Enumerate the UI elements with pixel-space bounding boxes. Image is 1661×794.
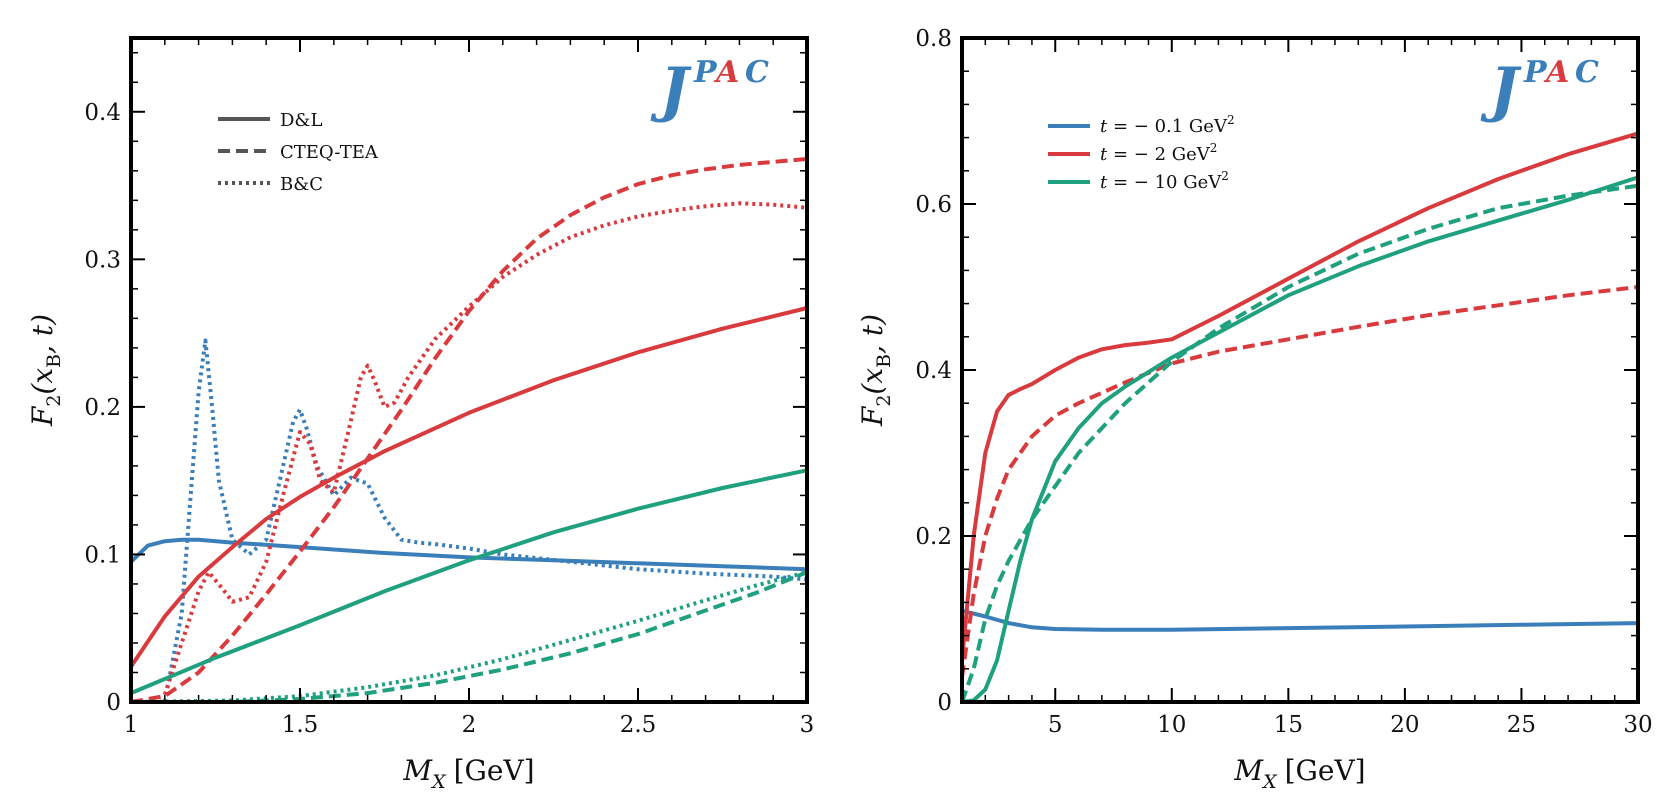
x-tick-label: 1.5 — [282, 712, 319, 738]
legend-label-t10: t = − 10 GeV2 — [1100, 169, 1229, 193]
legend-label-cteq: CTEQ-TEA — [280, 142, 379, 163]
y-tick-label: 0.1 — [84, 542, 121, 568]
legend-label-t2-var: t — [1100, 144, 1108, 165]
right-y-axis-args-close: , t) — [856, 314, 889, 354]
series-red-dashed — [960, 285, 1639, 678]
left-plot-frame — [129, 36, 809, 704]
x-tick-label: 25 — [1507, 712, 1536, 738]
left-y-axis-main: F — [26, 405, 59, 427]
series-blue-solid — [961, 608, 1639, 632]
legend-label-t01: t = − 0.1 GeV2 — [1100, 113, 1235, 137]
y-tick-label: 0.6 — [915, 192, 952, 218]
right-y-axis-args-open: (x — [856, 368, 889, 395]
left-x-axis-sub: X — [430, 771, 447, 793]
left-logo-a: A — [713, 55, 739, 90]
left-series-layer — [129, 157, 808, 704]
series-red-dotted — [162, 201, 808, 696]
right-series-layer — [960, 131, 1639, 704]
legend-label-t10-var: t — [1100, 172, 1108, 193]
right-x-axis-main: M — [1233, 754, 1264, 787]
y-tick-label: 0.2 — [915, 524, 952, 550]
legend-label-t2-sup: 2 — [1210, 141, 1218, 155]
left-y-axis-args-sub: B — [43, 354, 65, 368]
series-green-dotted — [130, 570, 808, 704]
legend-label-dl: D&L — [280, 110, 322, 131]
y-tick-label: 0.8 — [915, 26, 952, 52]
left-x-axis-main: M — [402, 754, 433, 787]
right-logo-c: C — [1575, 55, 1599, 90]
legend-label-t10-sup: 2 — [1221, 169, 1229, 183]
right-y-axis-title: F2(xB, t) — [856, 314, 895, 427]
y-tick-label: 0 — [937, 690, 952, 716]
left-jpac-logo: J P A C — [650, 55, 769, 125]
right-y-axis-main: F — [856, 405, 889, 427]
right-x-axis-unit: [GeV] — [1285, 754, 1366, 787]
y-tick-label: 0.4 — [84, 100, 121, 126]
right-panel: 5 10 15 20 25 30 0 0.2 0.4 0.6 0.8 J P A C t = − 0… — [856, 26, 1653, 793]
series-green-dashed — [131, 570, 808, 704]
x-tick-label: 3 — [800, 712, 815, 738]
series-green-solid — [130, 468, 808, 695]
left-tick-layer: 1 1.5 2 2.5 3 0 0.1 0.2 0.3 0.4 — [84, 38, 814, 738]
y-tick-label: 0 — [106, 690, 121, 716]
left-y-axis-sub: 2 — [43, 395, 65, 407]
legend-label-t01-var: t — [1100, 116, 1108, 137]
y-tick-label: 0.2 — [84, 395, 121, 421]
right-x-axis-title: MX [GeV] — [1233, 754, 1365, 793]
right-logo-a: A — [1543, 55, 1569, 90]
right-logo-j: J — [1480, 55, 1522, 125]
right-y-axis-sub: 2 — [873, 395, 895, 407]
right-y-axis-args-sub: B — [873, 354, 895, 368]
y-tick-label: 0.3 — [84, 247, 121, 273]
left-y-axis-args-close: , t) — [26, 314, 59, 354]
left-y-axis-args-open: (x — [26, 368, 59, 395]
series-red-solid — [960, 131, 1639, 661]
series-green-dashed — [960, 183, 1639, 703]
right-plot-frame — [960, 36, 1640, 704]
series-green-solid — [961, 175, 1639, 704]
left-panel: 1 1.5 2 2.5 3 0 0.1 0.2 0.3 0.4 J P A C D&L CTEQ-… — [26, 36, 814, 793]
left-y-axis-title: F2(xB, t) — [26, 314, 65, 427]
legend-label-bc: B&C — [280, 174, 323, 195]
series-red-solid — [129, 306, 808, 668]
legend-label-t2-eq: = − 2 GeV — [1107, 144, 1211, 165]
left-logo-j: J — [650, 55, 692, 125]
x-tick-label: 5 — [1048, 712, 1063, 738]
x-tick-label: 20 — [1390, 712, 1419, 738]
right-legend: t = − 0.1 GeV2 t = − 2 GeV2 t = − 10 GeV… — [1048, 113, 1235, 193]
y-tick-label: 0.4 — [915, 358, 952, 384]
left-logo-c: C — [745, 55, 769, 90]
right-x-axis-sub: X — [1261, 771, 1278, 793]
right-logo-p: P — [1523, 55, 1548, 90]
legend-label-t10-eq: = − 10 GeV — [1107, 172, 1222, 193]
series-red-dashed — [130, 157, 808, 704]
legend-label-t2: t = − 2 GeV2 — [1100, 141, 1217, 165]
left-logo-p: P — [693, 55, 718, 90]
x-tick-label: 2.5 — [620, 712, 657, 738]
legend-label-t01-sup: 2 — [1227, 113, 1235, 127]
series-blue-solid — [129, 537, 808, 572]
x-tick-label: 1 — [124, 712, 139, 738]
series-blue-dotted — [162, 338, 808, 703]
x-tick-label: 10 — [1157, 712, 1186, 738]
left-legend: D&L CTEQ-TEA B&C — [218, 110, 379, 195]
left-x-axis-unit: [GeV] — [454, 754, 535, 787]
legend-label-t01-eq: = − 0.1 GeV — [1107, 116, 1228, 137]
left-x-axis-title: MX [GeV] — [402, 754, 534, 793]
right-jpac-logo: J P A C — [1480, 55, 1599, 125]
x-tick-label: 30 — [1623, 712, 1652, 738]
x-tick-label: 15 — [1274, 712, 1303, 738]
x-tick-label: 2 — [462, 712, 477, 738]
right-tick-layer: 5 10 15 20 25 30 0 0.2 0.4 0.6 0.8 — [915, 26, 1652, 738]
